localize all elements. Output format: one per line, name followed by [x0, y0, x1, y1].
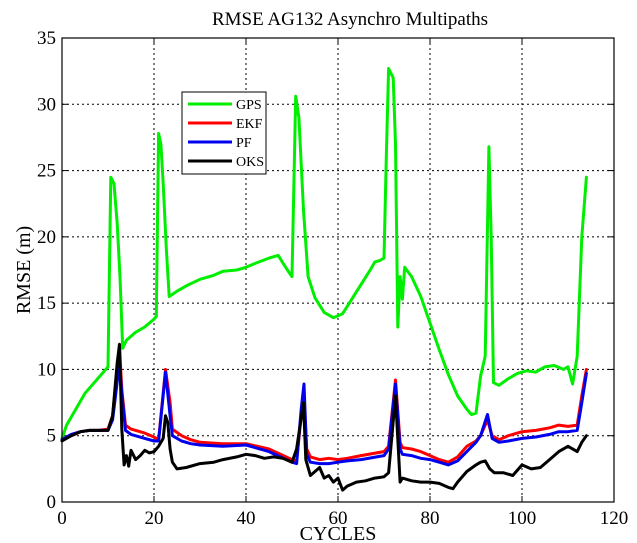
y-tick-label: 15	[37, 293, 56, 314]
x-axis-title: CYCLES	[300, 523, 377, 543]
x-tick-label: 0	[57, 508, 67, 529]
y-tick-label: 25	[37, 161, 56, 182]
x-tick-label: 40	[237, 508, 256, 529]
legend-label-oks: OKS	[236, 155, 264, 170]
series-line-pf	[60, 361, 588, 467]
chart-title: RMSE AG132 Asynchro Multipaths	[212, 9, 488, 30]
x-tick-label: 20	[145, 508, 164, 529]
x-tick-label: 60	[329, 508, 348, 529]
y-tick-label: 5	[47, 426, 57, 447]
grid-lines	[62, 38, 614, 502]
series-line-oks	[60, 342, 588, 492]
y-tick-label: 20	[37, 227, 56, 248]
y-tick-label: 35	[37, 28, 56, 49]
series-line-ekf	[60, 345, 588, 464]
axis-ticks: 0 20 40 60 80 100 120 0 5 10 15 20 25 30 35	[37, 28, 628, 529]
x-tick-label: 100	[508, 508, 537, 529]
x-tick-label: 120	[600, 508, 629, 529]
y-tick-label: 10	[37, 359, 56, 380]
plot-area-border	[61, 37, 615, 503]
legend-label-gps: GPS	[236, 98, 262, 113]
legend-label-pf: PF	[236, 136, 252, 151]
legend-label-ekf: EKF	[236, 117, 263, 132]
y-tick-label: 30	[37, 94, 56, 115]
y-tick-label: 0	[47, 492, 57, 513]
legend: GPS EKF PF OKS	[181, 91, 267, 175]
series-lines	[60, 67, 588, 492]
y-axis-title: RMSE (m)	[13, 226, 35, 314]
x-tick-label: 80	[421, 508, 440, 529]
series-line-gps	[60, 67, 588, 440]
